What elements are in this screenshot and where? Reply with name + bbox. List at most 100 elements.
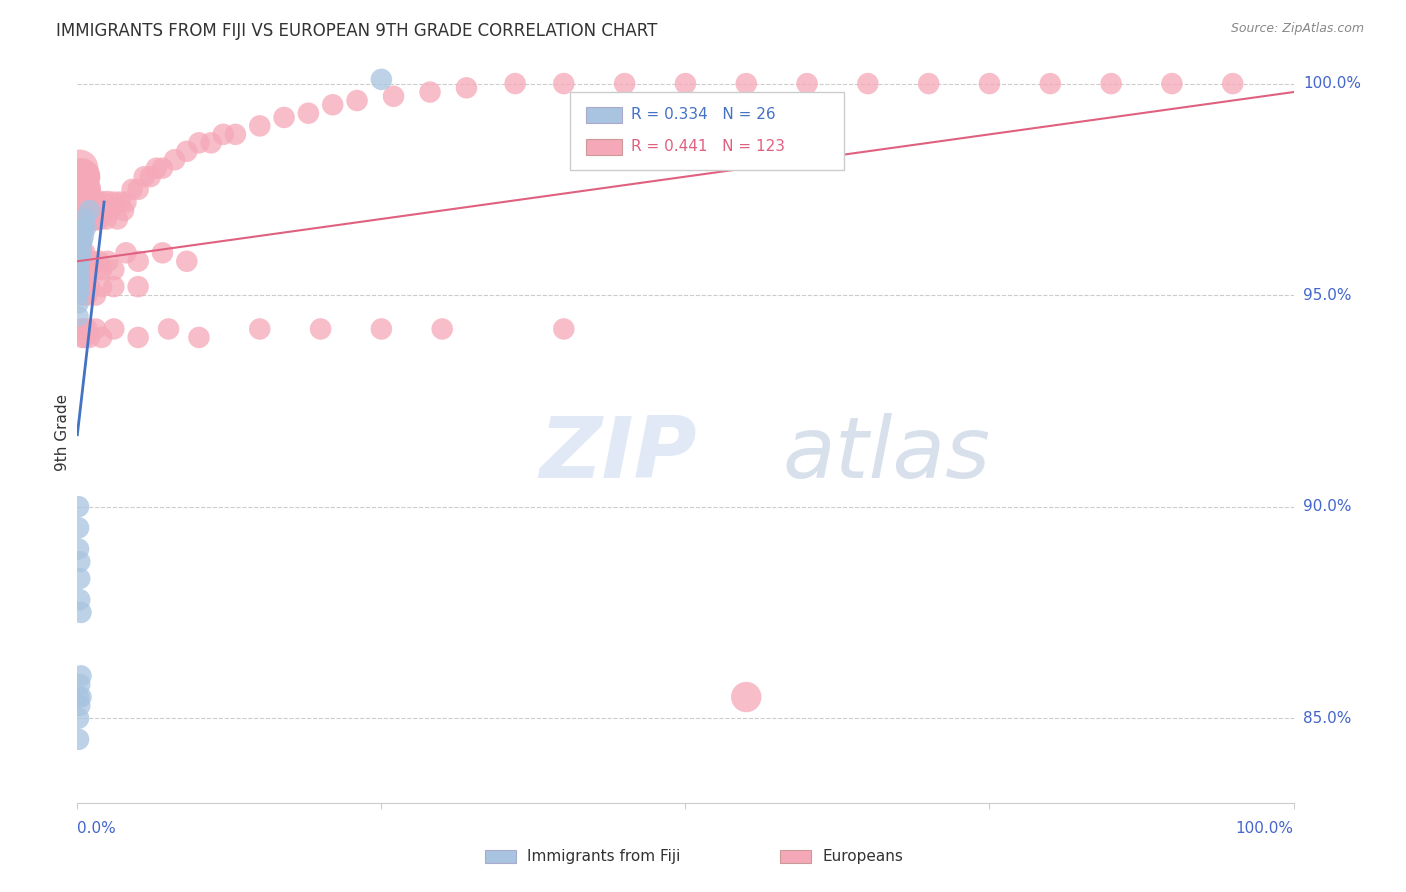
Point bbox=[79, 203, 101, 218]
Point bbox=[73, 288, 96, 302]
Point bbox=[419, 85, 441, 99]
Point bbox=[77, 195, 100, 210]
Point bbox=[76, 288, 98, 302]
Point bbox=[67, 711, 90, 725]
Point bbox=[121, 182, 143, 196]
Point bbox=[67, 500, 90, 514]
Text: Source: ZipAtlas.com: Source: ZipAtlas.com bbox=[1230, 22, 1364, 36]
Point bbox=[70, 233, 93, 247]
Point bbox=[115, 195, 138, 210]
Text: 95.0%: 95.0% bbox=[1303, 287, 1351, 302]
Point bbox=[84, 288, 107, 302]
Point bbox=[79, 262, 101, 277]
Point bbox=[69, 698, 91, 713]
Point bbox=[69, 267, 91, 281]
Point bbox=[70, 169, 93, 184]
Point bbox=[127, 254, 149, 268]
Text: 100.0%: 100.0% bbox=[1236, 822, 1294, 837]
Point bbox=[103, 195, 125, 210]
Point bbox=[72, 228, 94, 243]
Point bbox=[73, 211, 96, 226]
Point bbox=[346, 94, 368, 108]
Point bbox=[70, 245, 93, 260]
Point bbox=[70, 288, 93, 302]
Point bbox=[370, 322, 392, 336]
Point bbox=[77, 203, 100, 218]
Text: R = 0.334   N = 26: R = 0.334 N = 26 bbox=[631, 107, 775, 122]
Point bbox=[89, 254, 111, 268]
Point bbox=[735, 77, 758, 91]
Point bbox=[613, 77, 636, 91]
Point bbox=[73, 203, 96, 218]
Bar bbox=[586, 107, 623, 123]
Text: ZIP: ZIP bbox=[540, 413, 697, 496]
Point bbox=[382, 89, 405, 103]
Point bbox=[70, 250, 93, 264]
Point bbox=[249, 322, 271, 336]
Point bbox=[127, 330, 149, 344]
Point bbox=[249, 119, 271, 133]
Point bbox=[73, 254, 96, 268]
Point bbox=[134, 169, 156, 184]
Point bbox=[89, 211, 111, 226]
Point bbox=[157, 322, 180, 336]
Point bbox=[75, 220, 97, 235]
Text: 90.0%: 90.0% bbox=[1303, 500, 1351, 514]
Point bbox=[67, 521, 90, 535]
Point bbox=[76, 322, 98, 336]
Point bbox=[273, 111, 295, 125]
Point bbox=[72, 220, 94, 235]
Point bbox=[127, 182, 149, 196]
Point bbox=[79, 279, 101, 293]
Point bbox=[69, 161, 91, 176]
Point bbox=[73, 330, 96, 344]
Point bbox=[70, 669, 93, 683]
Point bbox=[90, 262, 112, 277]
Point bbox=[1099, 77, 1122, 91]
Point bbox=[79, 203, 101, 218]
Text: 100.0%: 100.0% bbox=[1303, 76, 1361, 91]
Point bbox=[70, 322, 93, 336]
Text: IMMIGRANTS FROM FIJI VS EUROPEAN 9TH GRADE CORRELATION CHART: IMMIGRANTS FROM FIJI VS EUROPEAN 9TH GRA… bbox=[56, 22, 658, 40]
Point bbox=[73, 182, 96, 196]
Point bbox=[212, 128, 235, 142]
Point bbox=[1039, 77, 1062, 91]
Point bbox=[152, 161, 174, 176]
FancyBboxPatch shape bbox=[569, 92, 844, 169]
Y-axis label: 9th Grade: 9th Grade bbox=[55, 394, 70, 471]
Point bbox=[103, 279, 125, 293]
Point bbox=[67, 296, 90, 310]
Point bbox=[69, 572, 91, 586]
Point bbox=[72, 182, 94, 196]
Point bbox=[103, 262, 125, 277]
Point bbox=[69, 276, 91, 290]
Point bbox=[188, 330, 211, 344]
Text: R = 0.441   N = 123: R = 0.441 N = 123 bbox=[631, 138, 785, 153]
Point bbox=[84, 195, 107, 210]
Text: Europeans: Europeans bbox=[823, 849, 904, 863]
Point bbox=[86, 211, 108, 226]
Point bbox=[103, 322, 125, 336]
Point bbox=[76, 203, 98, 218]
Point bbox=[70, 242, 93, 256]
Point bbox=[67, 262, 90, 277]
Point bbox=[70, 233, 93, 247]
Point bbox=[67, 541, 90, 556]
Point bbox=[70, 225, 93, 239]
Point bbox=[70, 279, 93, 293]
Point bbox=[67, 288, 90, 302]
Point bbox=[67, 690, 90, 704]
Point bbox=[70, 690, 93, 704]
Point bbox=[80, 195, 103, 210]
Point bbox=[67, 279, 90, 293]
Point bbox=[90, 279, 112, 293]
Point bbox=[69, 250, 91, 264]
Point bbox=[97, 254, 120, 268]
Bar bbox=[586, 138, 623, 155]
Point bbox=[84, 322, 107, 336]
Point bbox=[309, 322, 332, 336]
Point bbox=[69, 182, 91, 196]
Point bbox=[553, 77, 575, 91]
Point bbox=[115, 245, 138, 260]
Point bbox=[75, 279, 97, 293]
